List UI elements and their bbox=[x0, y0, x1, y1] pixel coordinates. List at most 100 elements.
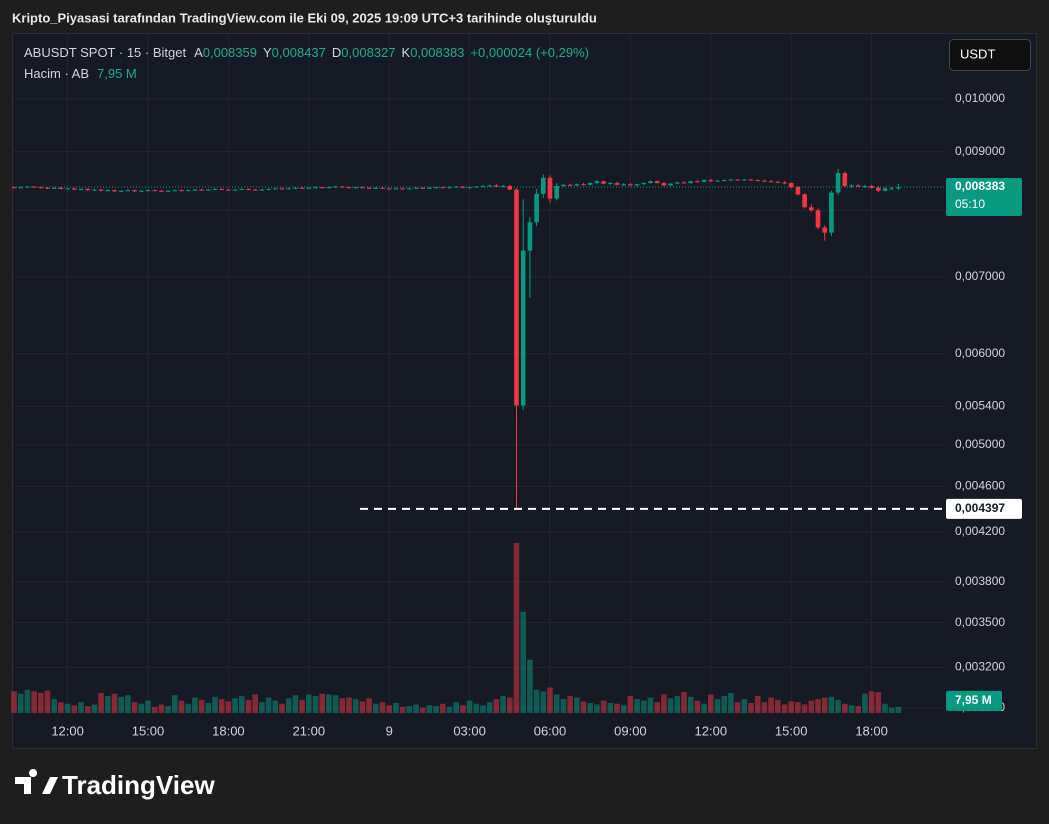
x-tick-label: 12:00 bbox=[51, 723, 84, 738]
x-tick-label: 09:00 bbox=[614, 723, 647, 738]
candle-body bbox=[219, 188, 224, 190]
candle-body bbox=[212, 188, 218, 190]
volume-bar bbox=[754, 696, 761, 713]
last-price-box bbox=[946, 178, 1022, 217]
volume-bar bbox=[426, 705, 433, 713]
legend-key: D bbox=[332, 45, 341, 60]
candle-body bbox=[400, 188, 405, 190]
currency-button[interactable] bbox=[949, 39, 1031, 71]
volume-bar bbox=[192, 697, 198, 713]
y-tick-label: 0,004600 bbox=[955, 479, 1005, 493]
volume-bar bbox=[218, 699, 225, 713]
y-tick-label: 0,007000 bbox=[955, 269, 1005, 283]
candle-body bbox=[474, 186, 479, 188]
volume-bar bbox=[306, 694, 312, 713]
candle-body bbox=[487, 185, 492, 187]
candle-body bbox=[614, 183, 620, 185]
candle-body bbox=[768, 181, 774, 183]
candle-body bbox=[695, 181, 700, 183]
currency-label[interactable]: USDT bbox=[960, 46, 995, 61]
y-tick-label: 0,004200 bbox=[955, 524, 1005, 538]
candle-body bbox=[728, 179, 734, 181]
volume-bar bbox=[232, 698, 238, 713]
candle-body bbox=[541, 177, 546, 194]
candle-body bbox=[822, 227, 827, 233]
symbol: ABUSDT SPOT · 15 · Bitget bbox=[24, 45, 186, 60]
volume-bar bbox=[98, 692, 104, 713]
candle-body bbox=[842, 173, 848, 186]
candle-body bbox=[179, 190, 184, 192]
volume-bar bbox=[352, 699, 359, 713]
volume-bar bbox=[413, 704, 419, 713]
candle-body bbox=[641, 183, 647, 185]
y-tick-label: 0,003800 bbox=[955, 574, 1005, 588]
candle-body bbox=[199, 189, 204, 191]
candle-body bbox=[380, 187, 385, 189]
candle-body bbox=[721, 180, 727, 182]
logo-mark bbox=[42, 777, 58, 794]
candle-body bbox=[775, 181, 781, 183]
candle-body bbox=[72, 188, 77, 190]
volume-bar bbox=[701, 703, 707, 713]
candle-body bbox=[139, 190, 144, 192]
volume-bar bbox=[379, 702, 386, 713]
y-tick-label: 0,003500 bbox=[955, 615, 1005, 629]
candle-body bbox=[226, 189, 231, 191]
candle-body bbox=[192, 189, 198, 191]
candle-body bbox=[333, 186, 338, 188]
candle-body bbox=[574, 184, 580, 186]
candle-body bbox=[795, 187, 801, 195]
volume-bar bbox=[513, 543, 520, 713]
volume-bar bbox=[507, 697, 513, 713]
volume-bar bbox=[614, 703, 620, 713]
legend-value: 0,008383 bbox=[410, 45, 464, 60]
y-tick-label: 0,006000 bbox=[955, 346, 1005, 360]
candle-body bbox=[112, 190, 117, 192]
candle-body bbox=[500, 185, 506, 187]
logo: TradingView bbox=[15, 769, 215, 800]
candle-body bbox=[353, 187, 358, 189]
candle-body bbox=[815, 210, 821, 228]
candle-body bbox=[293, 187, 298, 189]
low-marker-box bbox=[946, 498, 1022, 519]
volume-bar bbox=[708, 694, 714, 713]
candle-body bbox=[125, 190, 131, 192]
volume-bar bbox=[580, 701, 587, 713]
volume-bar bbox=[674, 696, 681, 713]
volume-bar bbox=[239, 696, 245, 713]
candle-body bbox=[561, 184, 566, 186]
volume-bar bbox=[661, 694, 667, 713]
candle-body bbox=[51, 187, 57, 189]
candle-body bbox=[855, 185, 861, 187]
candle-body bbox=[252, 189, 258, 191]
candle-body bbox=[85, 188, 90, 191]
candle-body bbox=[346, 187, 352, 189]
candle-body bbox=[273, 188, 278, 190]
volume-bar bbox=[71, 705, 78, 713]
volume-legend: Hacim · AB 7,95 M bbox=[24, 66, 137, 81]
candle-body bbox=[835, 173, 841, 193]
volume-bar bbox=[574, 697, 580, 713]
volume-bar bbox=[721, 696, 727, 713]
volume-bar bbox=[862, 693, 868, 713]
candle-body bbox=[809, 207, 814, 211]
volume-bar bbox=[205, 702, 212, 713]
candle-body bbox=[407, 188, 412, 190]
volume-bar bbox=[527, 659, 533, 713]
volume-bar bbox=[667, 698, 674, 713]
volume-bar bbox=[647, 697, 654, 713]
candle-body bbox=[608, 183, 613, 185]
logo-mark bbox=[15, 769, 38, 794]
volume-bar bbox=[366, 698, 372, 713]
candle-body bbox=[621, 184, 626, 186]
volume-bar bbox=[84, 706, 91, 713]
change: +0,000024 (+0,29%) bbox=[470, 45, 589, 60]
candle-body bbox=[25, 186, 30, 188]
candle-body bbox=[11, 187, 17, 189]
candle-body bbox=[92, 189, 97, 191]
volume-bar bbox=[419, 707, 426, 713]
volume-bar bbox=[714, 699, 721, 713]
candle-body bbox=[45, 187, 50, 189]
candle-body bbox=[286, 188, 291, 190]
volume-bar bbox=[245, 699, 252, 713]
